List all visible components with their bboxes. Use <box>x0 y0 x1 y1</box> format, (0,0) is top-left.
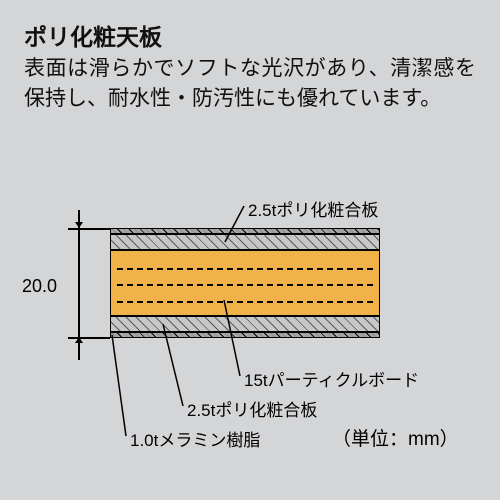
unit-note: （単位：mm） <box>332 424 459 451</box>
dimension-value: 20.0 <box>22 276 57 297</box>
